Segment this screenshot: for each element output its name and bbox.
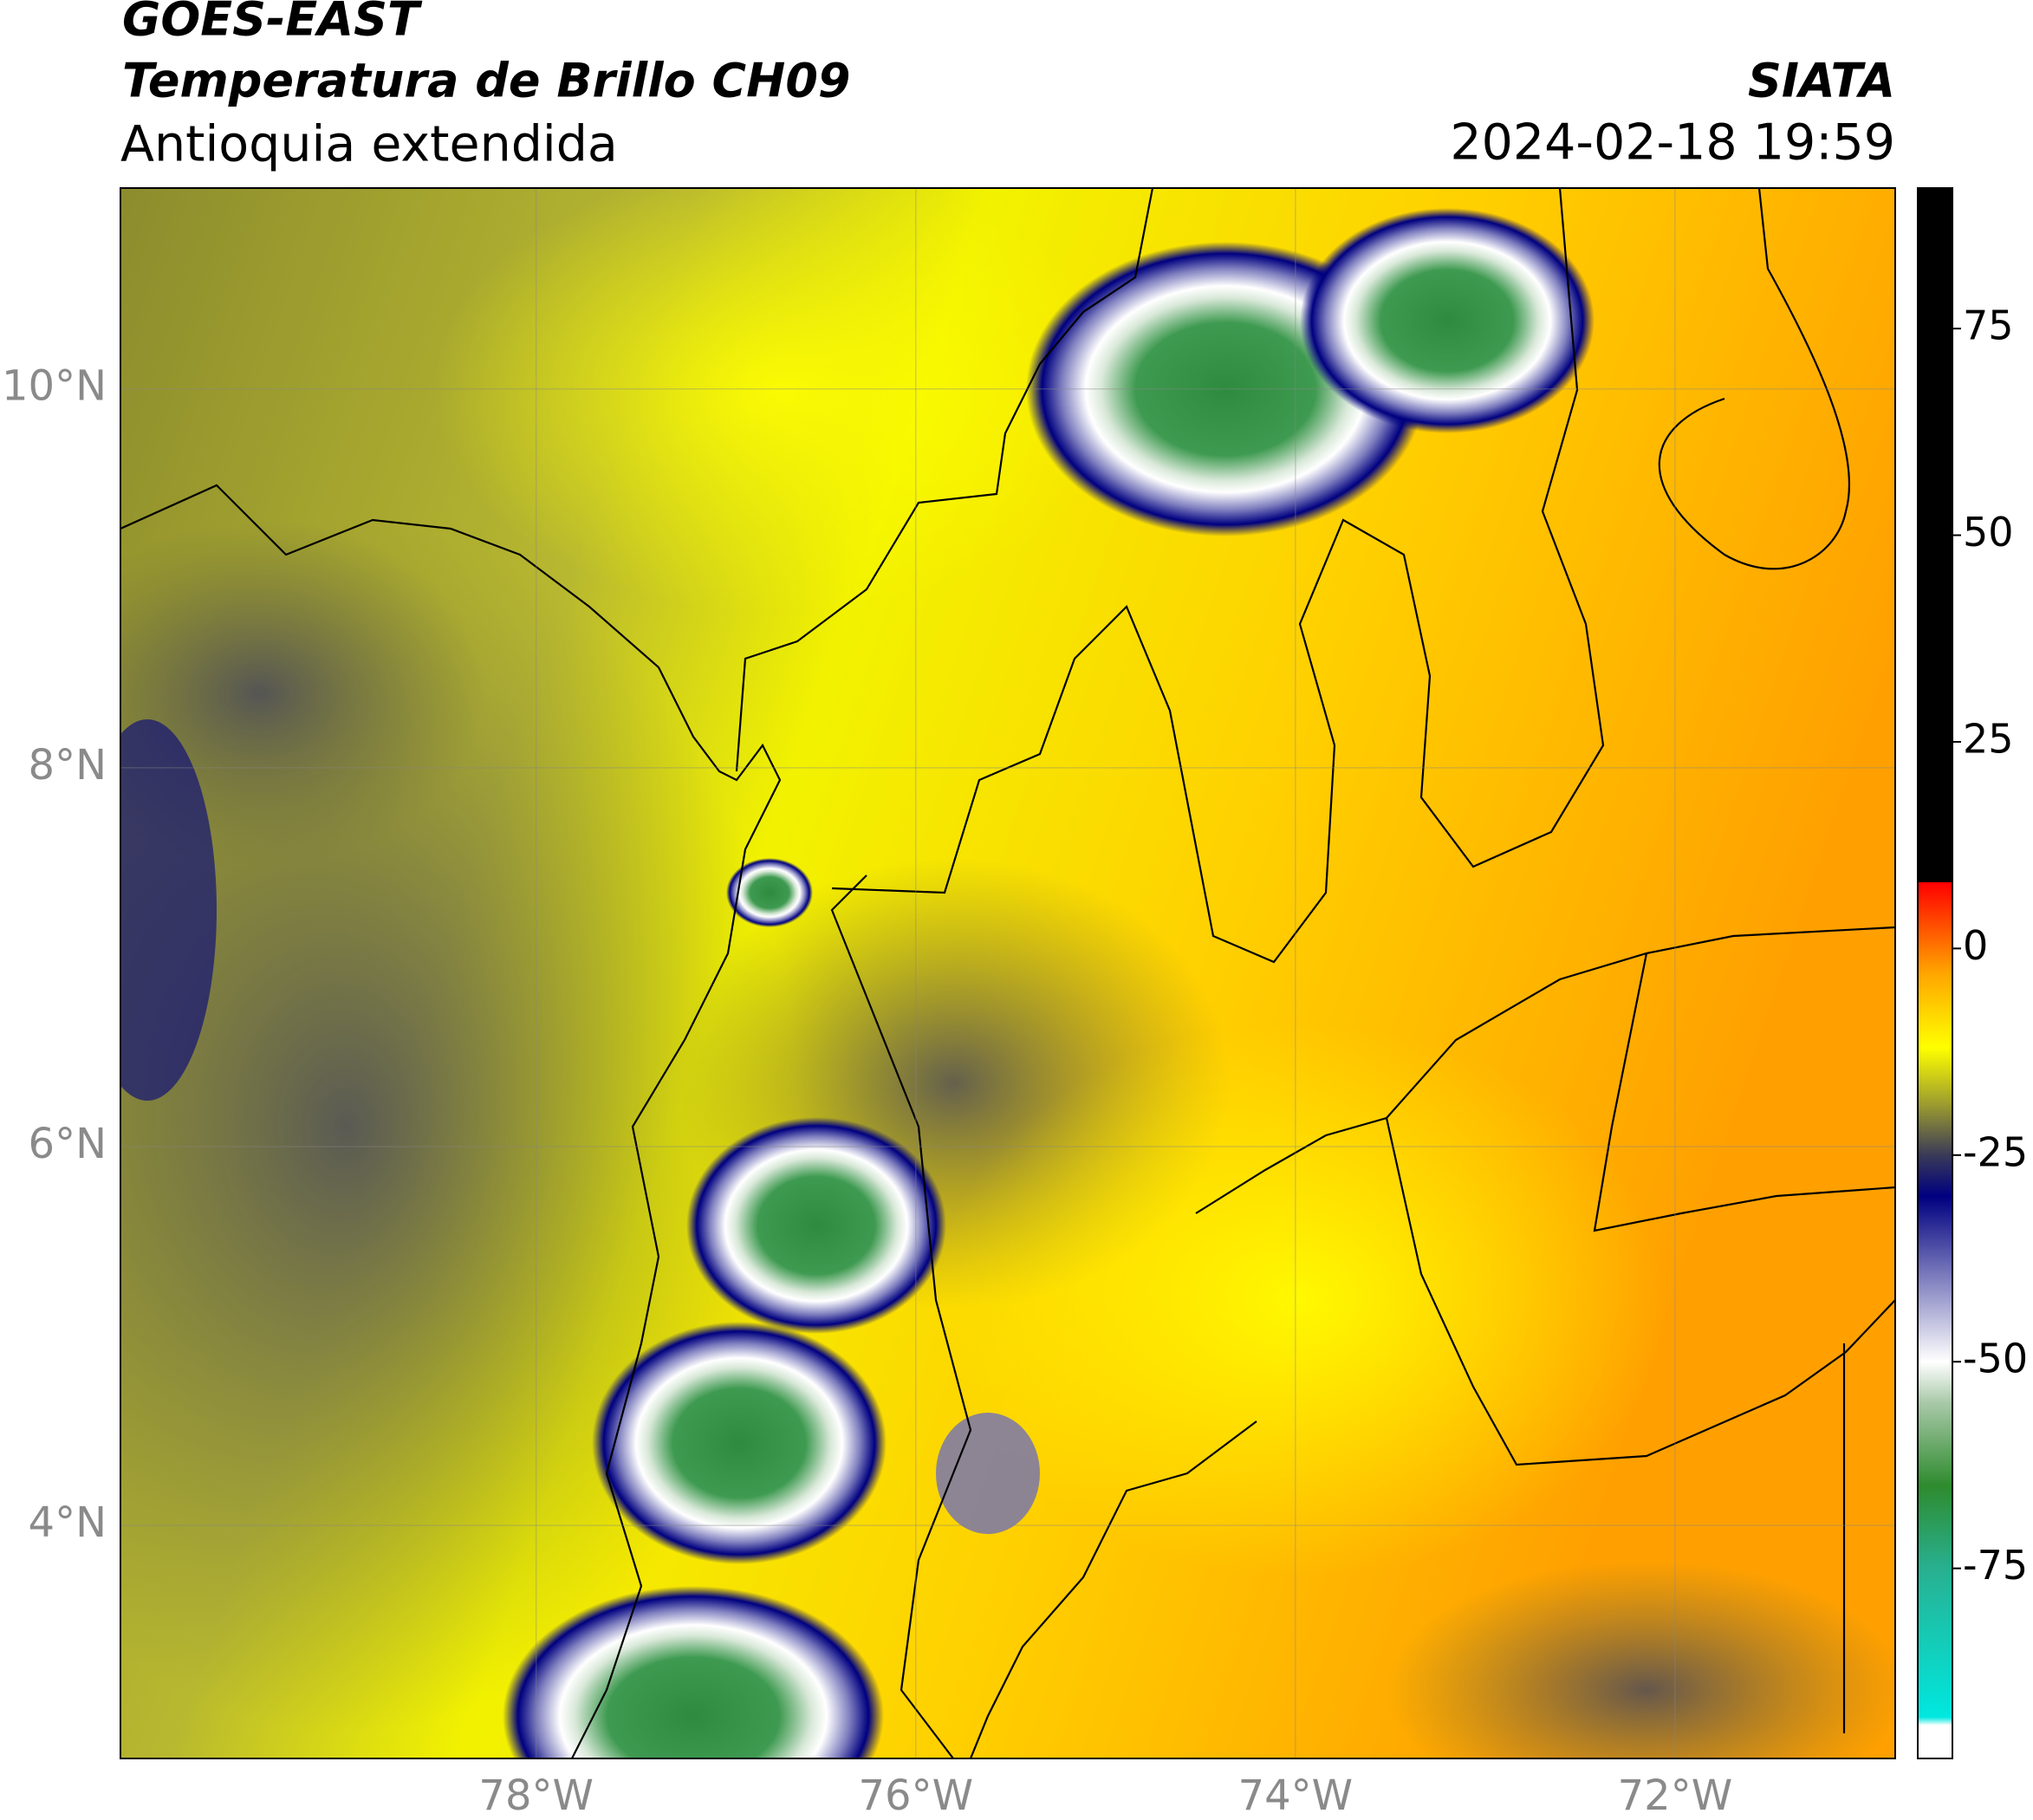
colorbar-tick-label: 75 bbox=[1963, 302, 2014, 349]
x-tick-label: 76°W bbox=[858, 1771, 973, 1820]
map-frame bbox=[120, 187, 1896, 1759]
storm-cell bbox=[1300, 208, 1595, 433]
colorbar-tick-label: 50 bbox=[1963, 509, 2014, 556]
border bbox=[1385, 1117, 1895, 1466]
coastline bbox=[120, 484, 782, 1758]
y-tick-label: 6°N bbox=[29, 1120, 107, 1168]
cloud-shade bbox=[120, 520, 485, 867]
colorbar-tick-label: -75 bbox=[1963, 1542, 2028, 1589]
x-tick-label: 78°W bbox=[478, 1771, 594, 1820]
y-tick-label: 4°N bbox=[29, 1498, 107, 1547]
colorbar-tick-label: -50 bbox=[1963, 1336, 2028, 1382]
cloud-cell bbox=[120, 719, 217, 1101]
border bbox=[1195, 926, 1895, 1214]
storm-cell bbox=[686, 1117, 946, 1334]
x-tick-label: 72°W bbox=[1618, 1771, 1733, 1820]
border bbox=[1593, 952, 1895, 1232]
colorbar-tick-label: -25 bbox=[1963, 1128, 2028, 1175]
subtitle: Temperatura de Brillo CH09 bbox=[122, 54, 851, 108]
cloud-cell bbox=[936, 1413, 1040, 1534]
storm-cell bbox=[592, 1322, 887, 1564]
colorbar-scale bbox=[1917, 187, 1953, 1759]
y-tick-label: 10°N bbox=[2, 362, 107, 411]
region: Antioquia extendida bbox=[120, 116, 618, 173]
colorbar: -75 -50 -25 0 25 50 75 bbox=[1917, 187, 2028, 1759]
y-tick-label: 8°N bbox=[29, 741, 107, 790]
gridlines bbox=[120, 188, 1895, 1758]
map-field bbox=[120, 188, 1895, 1758]
colorbar-tick-label: 0 bbox=[1963, 922, 1988, 969]
x-tick-label: 74°W bbox=[1238, 1771, 1354, 1820]
border bbox=[830, 874, 972, 1758]
datetime: 2024-02-18 19:59 bbox=[1450, 114, 1895, 172]
warm-area bbox=[433, 188, 1127, 615]
title: GOES-EAST bbox=[122, 0, 423, 47]
storm-cell bbox=[503, 1586, 884, 1758]
storm-cell bbox=[726, 858, 813, 927]
lake-outline bbox=[1658, 188, 1850, 570]
border bbox=[969, 1420, 1257, 1758]
warm-area bbox=[936, 1023, 1664, 1577]
cloud-shade bbox=[1387, 1560, 1895, 1758]
coastline bbox=[735, 188, 1154, 772]
colorbar-tick-label: 25 bbox=[1963, 715, 2014, 762]
border bbox=[831, 188, 1605, 964]
source: SIATA bbox=[1748, 54, 1895, 108]
